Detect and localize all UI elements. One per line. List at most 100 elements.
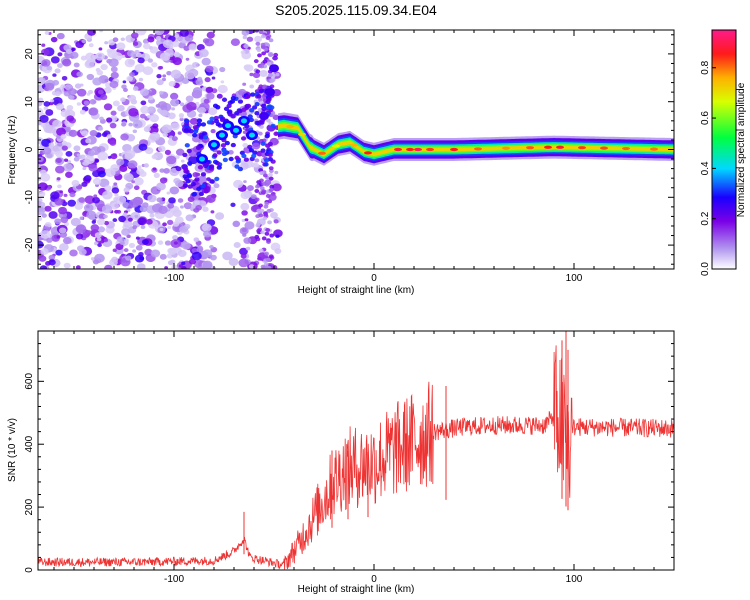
spectrogram-cells: [38, 30, 674, 269]
spectrogram-noise-cell: [57, 63, 63, 68]
spectrogram-noise-cell: [156, 182, 166, 191]
spectrogram-noise-cell: [259, 230, 265, 235]
spectrogram-noise-cell: [178, 264, 183, 268]
spectrogram-noise-cell: [252, 142, 261, 150]
spectrogram-noise-cell: [254, 120, 260, 126]
spectrogram-noise-cell: [87, 150, 95, 157]
spectrogram-noise-cell: [216, 150, 222, 155]
spectrogram-noise-cell: [246, 103, 252, 109]
spectrogram-noise-cell: [43, 101, 51, 107]
spectrogram-noise-cell: [268, 53, 274, 58]
spectrogram-noise-cell: [119, 165, 128, 172]
spectrogram-noise-cell: [263, 213, 269, 218]
spectrogram-noise-cell: [92, 259, 99, 265]
spectrogram-noise-cell: [39, 169, 47, 176]
spectrogram-noise-cell: [149, 213, 155, 218]
spectrogram-noise-cell: [267, 152, 273, 158]
spectrogram-noise-cell: [93, 194, 98, 198]
spectrogram-noise-cell: [60, 134, 67, 140]
spectrogram-peak-cell: [426, 147, 434, 152]
spectrogram-noise-cell: [274, 170, 279, 175]
spectrogram-noise-cell: [211, 76, 216, 80]
spectrogram-noise-cell: [147, 106, 154, 112]
spectrogram-noise-cell: [69, 249, 78, 257]
spectrogram-noise-cell: [75, 265, 81, 269]
spectrogram-noise-cell: [104, 185, 112, 192]
spectrogram-noise-cell: [169, 186, 180, 195]
spectrogram-peak-cell: [286, 125, 294, 129]
spectrogram-noise-cell: [256, 48, 262, 53]
spectrogram-noise-cell: [244, 218, 249, 222]
spectrogram-noise-cell: [188, 129, 194, 134]
spectrogram-noise-cell: [38, 200, 42, 206]
spectrogram-noise-cell: [264, 265, 270, 269]
spectrogram-noise-cell: [182, 152, 188, 158]
spectrogram-noise-cell: [137, 217, 147, 226]
spectrogram-noise-cell: [83, 100, 90, 106]
colorbar-tick-label: 0.2: [700, 211, 711, 225]
spectrogram-noise-cell: [160, 102, 172, 112]
spectrogram-noise-cell: [130, 51, 138, 58]
spectrogram-noise-cell: [252, 72, 261, 79]
spectrogram-noise-cell: [140, 225, 146, 230]
spectrogram-x-tick-label: 100: [566, 273, 583, 284]
spectrogram-noise-cell: [228, 156, 234, 162]
spectrogram-noise-cell: [123, 248, 129, 253]
spectrogram-noise-cell: [273, 229, 283, 238]
spectrogram-noise-cell: [265, 257, 271, 262]
spectrogram-noise-cell: [131, 32, 139, 39]
spectrogram-noise-cell: [52, 119, 62, 128]
spectrogram-noise-cell: [75, 40, 84, 49]
spectrogram-peak-cell: [600, 146, 608, 150]
spectrogram-noise-cell: [170, 122, 180, 131]
spectrogram-noise-cell: [129, 72, 135, 77]
spectrogram-noise-cell: [121, 122, 127, 127]
snr-axes: -100 0 100 0 200 400 600: [24, 331, 675, 585]
spectrogram-noise-cell: [268, 73, 273, 78]
spectrogram-noise-cell: [197, 165, 204, 170]
spectrogram-noise-cell: [244, 221, 255, 230]
spectrogram-noise-cell: [170, 69, 182, 79]
spectrogram-noise-cell: [97, 243, 102, 248]
spectrogram-noise-cell: [192, 171, 199, 178]
spectrogram-noise-cell: [259, 186, 265, 191]
spectrogram-noise-cell: [195, 204, 202, 211]
spectrogram-noise-cell: [170, 98, 180, 107]
spectrogram-noise-cell: [74, 202, 84, 210]
spectrogram-noise-cell: [137, 57, 145, 64]
spectrogram-noise-cell: [192, 87, 203, 95]
spectrogram-noise-cell: [74, 83, 82, 89]
spectrogram-noise-cell: [106, 117, 113, 123]
spectrogram-noise-cell: [226, 103, 232, 109]
spectrogram-noise-cell: [50, 36, 58, 43]
spectrogram-noise-cell: [67, 199, 77, 207]
spectrogram-noise-cell: [156, 73, 162, 79]
spectrogram-noise-cell: [268, 187, 274, 192]
spectrogram-noise-cell: [269, 78, 275, 83]
spectrogram-noise-cell: [198, 49, 209, 58]
spectrogram-noise-cell: [183, 118, 190, 123]
spectrogram-noise-cell: [202, 206, 209, 212]
spectrogram-ridge-band: [278, 123, 674, 157]
spectrogram-noise-cell: [120, 37, 125, 41]
spectrogram-noise-cell: [241, 30, 250, 36]
colorbar-tick-label: 0.6: [700, 111, 711, 125]
spectrogram-noise-cell: [135, 52, 142, 58]
spectrogram-noise-cell: [143, 163, 149, 168]
spectrogram-noise-cell: [203, 189, 209, 194]
spectrogram-noise-cell: [71, 47, 76, 52]
spectrogram-noise-cell: [261, 189, 267, 194]
spectrogram-noise-cell: [107, 155, 112, 159]
spectrogram-noise-cell: [120, 97, 126, 103]
spectrogram-noise-cell: [110, 71, 119, 79]
spectrogram-noise-cell: [98, 178, 110, 188]
spectrogram-noise-cell: [41, 64, 53, 74]
spectrogram-noise-cell: [38, 206, 46, 216]
spectrogram-noise-cell: [196, 122, 202, 127]
spectrogram-noise-cell: [42, 147, 52, 155]
spectrogram-noise-cell: [215, 212, 225, 220]
spectrogram-noise-cell: [76, 153, 81, 157]
spectrogram-noise-cell: [101, 204, 113, 214]
spectrogram-noise-cell: [262, 59, 268, 64]
spectrogram-noise-cell: [174, 216, 184, 224]
